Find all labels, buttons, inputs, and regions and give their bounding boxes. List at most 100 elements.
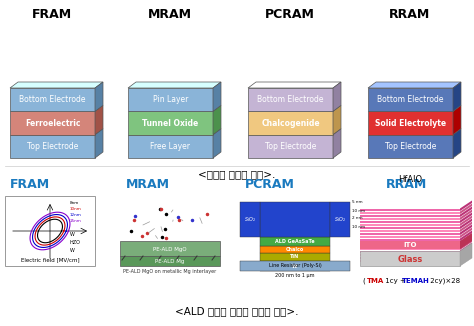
Text: Solid Electrolyte: Solid Electrolyte: [375, 118, 446, 127]
Text: 8nm: 8nm: [70, 201, 79, 205]
Bar: [240, 261, 350, 271]
Bar: [360, 247, 460, 250]
Text: Electric field [MV/cm]: Electric field [MV/cm]: [21, 257, 79, 262]
Text: Chalco: Chalco: [286, 247, 304, 252]
Text: Ferroelectric: Ferroelectric: [25, 118, 80, 127]
Polygon shape: [460, 215, 472, 226]
Bar: [360, 251, 460, 266]
Text: 200 nm to 1 μm: 200 nm to 1 μm: [275, 274, 315, 278]
Text: PCRAM: PCRAM: [245, 178, 295, 191]
Text: Bottom Electrode: Bottom Electrode: [257, 95, 324, 104]
Text: Top Electrode: Top Electrode: [27, 142, 78, 151]
Bar: [248, 111, 333, 135]
Bar: [368, 111, 453, 135]
Bar: [360, 215, 460, 217]
Bar: [10, 111, 95, 135]
Text: 10 nm: 10 nm: [352, 225, 365, 229]
Text: PE-ALD MgO on metallic Mg interlayer: PE-ALD MgO on metallic Mg interlayer: [123, 270, 217, 274]
Text: Pin Layer: Pin Layer: [153, 95, 188, 104]
Text: W: W: [70, 232, 75, 237]
Bar: [240, 202, 260, 237]
Bar: [128, 111, 213, 135]
Text: 2 nm: 2 nm: [352, 216, 363, 220]
Polygon shape: [460, 236, 472, 247]
Text: MRAM: MRAM: [148, 8, 192, 21]
Text: W: W: [292, 263, 298, 269]
Polygon shape: [453, 129, 461, 158]
Text: Tunnel Oxide: Tunnel Oxide: [142, 118, 199, 127]
Polygon shape: [248, 82, 341, 88]
Polygon shape: [460, 213, 472, 223]
Polygon shape: [95, 129, 103, 158]
Text: <차세대 메모리 구조>.: <차세대 메모리 구조>.: [198, 169, 276, 179]
Polygon shape: [453, 82, 461, 111]
Polygon shape: [460, 233, 472, 244]
Bar: [360, 250, 460, 253]
Text: Top Electrode: Top Electrode: [385, 142, 436, 151]
Text: ALD GeAsSaTe: ALD GeAsSaTe: [275, 239, 315, 244]
Polygon shape: [460, 225, 472, 235]
Bar: [260, 253, 330, 261]
Bar: [128, 135, 213, 158]
Bar: [120, 241, 220, 256]
Text: TiN: TiN: [291, 255, 300, 259]
Polygon shape: [460, 210, 472, 220]
Text: FRAM: FRAM: [10, 178, 50, 191]
Text: 10 nm: 10 nm: [352, 209, 365, 213]
Polygon shape: [213, 105, 221, 135]
Bar: [248, 135, 333, 158]
Bar: [360, 224, 460, 226]
Bar: [360, 227, 460, 229]
Text: 1cy +: 1cy +: [383, 278, 408, 284]
Text: RRAM: RRAM: [386, 178, 428, 191]
Polygon shape: [460, 218, 472, 229]
Bar: [360, 232, 460, 235]
Text: Bottom Electrode: Bottom Electrode: [377, 95, 444, 104]
Polygon shape: [453, 105, 461, 135]
Text: Glass: Glass: [397, 255, 423, 263]
Bar: [360, 235, 460, 238]
Text: 2cy)×28: 2cy)×28: [428, 278, 460, 284]
Bar: [360, 257, 460, 259]
Bar: [260, 246, 330, 253]
Polygon shape: [128, 82, 221, 88]
Text: Chalcogenide: Chalcogenide: [261, 118, 320, 127]
Text: $SiO_2$: $SiO_2$: [334, 215, 346, 224]
Text: W: W: [70, 248, 75, 253]
Bar: [360, 230, 460, 232]
Polygon shape: [460, 206, 472, 217]
Bar: [360, 254, 460, 256]
Text: PE-ALD MgO: PE-ALD MgO: [153, 246, 187, 251]
Text: Free Layer: Free Layer: [151, 142, 191, 151]
Polygon shape: [213, 129, 221, 158]
Polygon shape: [368, 82, 461, 88]
Text: Line Resistor (Poly-Si): Line Resistor (Poly-Si): [269, 263, 321, 269]
Bar: [360, 209, 460, 211]
Text: ITO: ITO: [403, 242, 417, 248]
Text: 15nm: 15nm: [70, 219, 82, 223]
Polygon shape: [10, 82, 103, 88]
Polygon shape: [95, 105, 103, 135]
Bar: [10, 88, 95, 111]
Polygon shape: [460, 248, 472, 259]
Polygon shape: [333, 82, 341, 111]
Text: PE-ALD Mg: PE-ALD Mg: [155, 259, 185, 263]
Text: PCRAM: PCRAM: [265, 8, 315, 21]
Polygon shape: [213, 82, 221, 111]
Polygon shape: [460, 200, 472, 211]
Bar: [368, 88, 453, 111]
Bar: [360, 244, 460, 247]
Text: RRAM: RRAM: [389, 8, 430, 21]
Text: Bottom Electrode: Bottom Electrode: [19, 95, 86, 104]
Bar: [330, 202, 350, 237]
Polygon shape: [460, 233, 472, 249]
Text: FRAM: FRAM: [32, 8, 72, 21]
Text: TEMAH: TEMAH: [402, 278, 430, 284]
Bar: [360, 259, 460, 262]
Polygon shape: [460, 245, 472, 256]
Bar: [260, 237, 330, 246]
Polygon shape: [460, 230, 472, 241]
Text: HZO: HZO: [70, 240, 81, 245]
Polygon shape: [95, 82, 103, 111]
Bar: [360, 239, 460, 241]
